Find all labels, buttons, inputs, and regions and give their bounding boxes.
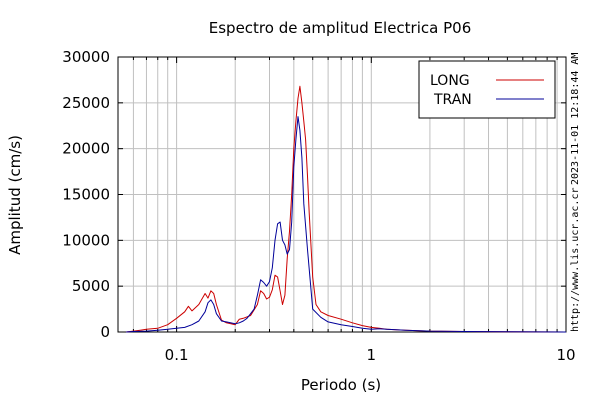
timestamp-label: 2023-11-01 12:18:44 AM	[570, 53, 581, 185]
x-tick-label: 0.1	[165, 346, 189, 364]
y-tick-label: 30000	[62, 48, 110, 66]
x-axis-label: Periodo (s)	[301, 376, 381, 394]
y-tick-label: 5000	[72, 277, 110, 295]
legend-box	[418, 60, 556, 119]
legend-label-long: LONG	[430, 73, 470, 89]
x-tick-label: 1	[367, 346, 377, 364]
y-axis-label: Amplitud (cm/s)	[6, 135, 24, 255]
source-url-label: http://www.lis.ucr.ac.cr	[570, 188, 581, 333]
legend: LONG TRAN	[418, 60, 556, 119]
x-tick-label: 10	[556, 346, 575, 364]
y-tick-label: 0	[100, 323, 110, 341]
chart-title: Espectro de amplitud Electrica P06	[209, 19, 472, 37]
axis-ticks: 0 5000 10000 15000 20000 25000 30000 0.1 1 10	[62, 48, 575, 364]
grid-lines	[118, 57, 566, 332]
y-tick-label: 10000	[62, 231, 110, 249]
series-line-tran	[126, 116, 567, 333]
y-tick-label: 20000	[62, 140, 110, 158]
series-line-long	[126, 85, 567, 333]
y-tick-label: 25000	[62, 94, 110, 112]
legend-label-tran: TRAN	[433, 92, 472, 108]
y-tick-label: 15000	[62, 186, 110, 204]
series-lines	[126, 85, 567, 333]
